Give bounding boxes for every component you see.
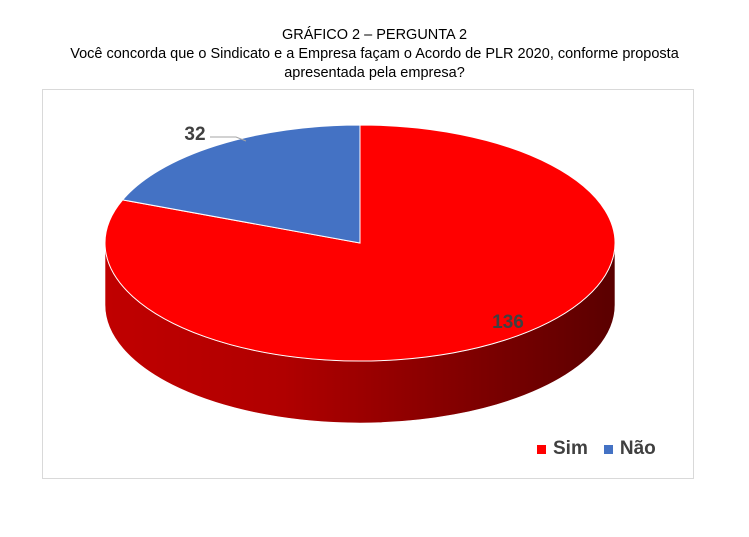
legend-label-sim: Sim — [553, 438, 588, 459]
pie-slice-nao — [121, 124, 361, 244]
chart-legend: Sim Não — [537, 438, 656, 460]
chart-heading-line1: GRÁFICO 2 – PERGUNTA 2 — [281, 27, 468, 43]
data-label-sim: 136 — [492, 312, 524, 333]
chart-heading: GRÁFICO 2 – PERGUNTA 2 Você concorda que… — [0, 26, 749, 83]
legend-label-nao: Não — [619, 438, 656, 459]
chart-heading-line2: Você concorda que o Sindicato e a Empres… — [70, 46, 679, 62]
legend-swatch-sim — [537, 444, 546, 454]
pie-slice-sim — [104, 124, 616, 362]
chart-heading-line3: apresentada pela empresa? — [284, 65, 465, 81]
leader-line-nao — [210, 136, 247, 142]
legend-swatch-nao — [603, 444, 613, 454]
legend-item-sim: Sim — [537, 438, 588, 460]
data-label-nao: 32 — [184, 124, 205, 145]
legend-item-nao: Não — [603, 438, 656, 460]
